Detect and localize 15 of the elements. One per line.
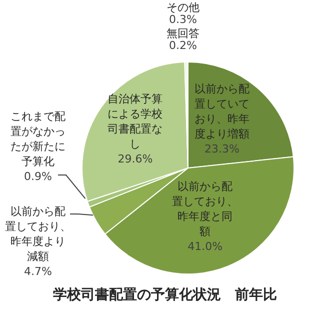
data-label: 29.6% — [118, 152, 153, 166]
slice-label: これまで配置がなかったが新たに予算化 — [10, 110, 66, 168]
text: 学校司書配置の予算化状況 前年比 — [52, 286, 278, 304]
data-label: 23.3% — [204, 142, 240, 156]
slice-label: その他 — [166, 1, 200, 14]
data-label: 0.3% — [169, 13, 197, 26]
slice-label: 以前から配置しており、昨年度と同額 — [172, 180, 238, 238]
data-label: 4.7% — [24, 265, 52, 278]
slice-label: 無回答 — [166, 27, 200, 40]
slice-label: 以前から配置していており、昨年度より増額 — [194, 82, 250, 141]
data-label: 41.0% — [188, 240, 223, 253]
data-label: 0.9% — [24, 170, 52, 184]
slice-label: 以前から配置しており、昨年度より減額 — [5, 205, 71, 264]
slice-label: 自治体予算による学校司書配置なし — [108, 92, 163, 151]
data-label: 0.2% — [169, 39, 197, 52]
